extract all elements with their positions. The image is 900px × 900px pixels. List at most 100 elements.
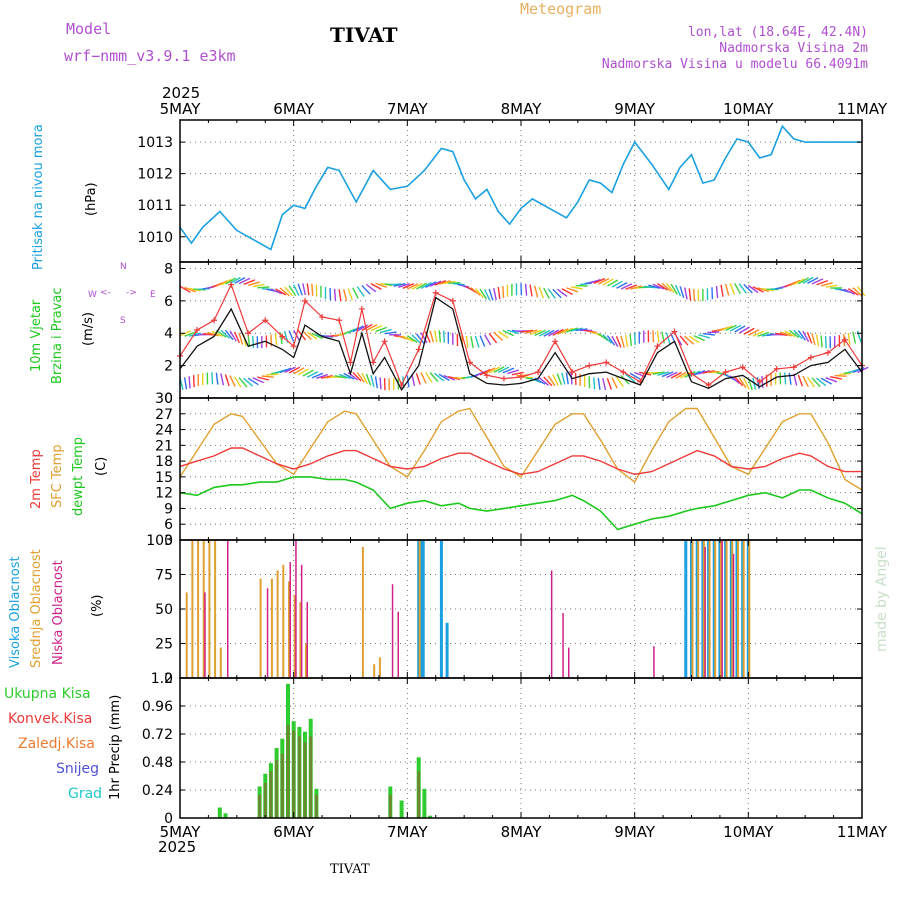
mid-cloud-bar [293,595,296,678]
wind-ytick-label: 8 [164,261,173,277]
wind-direction-arrow [225,277,237,285]
wind-direction-arrow [356,286,365,297]
total-precip-bar [217,807,222,818]
wind-ytick-label: 0 [164,391,173,407]
compass-arrow-right: -> [126,288,137,298]
wind-direction-arrow [347,326,360,334]
wind-direction-arrow [593,377,596,390]
wind-direction-arrow [384,331,397,335]
wind-direction-arrow [793,329,803,340]
wind-direction-arrow [698,334,711,339]
wind-direction-arrow [543,329,555,337]
wind-gust-marker [290,343,297,350]
wind-direction-arrow [552,328,564,336]
low-cloud-bar [306,602,308,678]
wind-direction-arrow [284,286,294,297]
wind-direction-arrow [411,373,416,387]
wind-gust-marker [302,297,309,304]
wind-direction-arrow [316,373,329,379]
wind-direction-arrow [229,330,237,342]
wind-direction-arrow [593,278,606,285]
wind-direction-arrow [493,288,497,301]
wind-direction-arrow [797,374,804,387]
wind-direction-arrow [365,283,377,293]
wind-direction-arrow [238,332,244,345]
high-cloud-bar [421,540,425,678]
low-cloud-bar [227,540,229,678]
low-cloud-bar [204,592,206,678]
temp-ytick-label: 15 [155,470,173,486]
wind-direction-arrow [266,373,279,376]
wind-direction-arrow [597,377,601,390]
wind-direction-arrow [361,372,369,385]
wind-direction-arrow [370,283,382,291]
convective-precip-bar [286,724,290,818]
mid-cloud-bar [276,570,279,678]
wind-direction-arrow [202,332,215,336]
wind-gust-marker [194,327,201,333]
wind-direction-arrow [620,335,625,348]
wind-direction-arrow [370,375,375,387]
wind-direction-arrow [525,329,538,334]
wind-gust-marker [790,364,797,371]
wind-direction-arrow [847,288,859,296]
wind-direction-arrow [184,331,197,337]
wind-gust-marker [319,314,326,321]
wind-direction-arrow [566,287,579,293]
wind-direction-arrow [234,276,246,284]
model-value: wrf−nmm_v3.9.1 e3km [64,47,236,65]
wind-direction-arrow [393,283,406,287]
low-cloud-bar [295,540,297,678]
wind-direction-arrow [648,284,661,289]
wind-direction-arrow [811,278,824,285]
wind-direction-arrow [602,378,607,391]
wind-direction-arrow [633,332,636,345]
wind-direction-arrow [366,324,378,331]
wind-direction-arrow [302,283,307,296]
wind-direction-arrow [184,286,196,293]
wind-direction-arrow [338,373,351,380]
mid-cloud-bar [748,540,751,678]
wind-direction-arrow [802,276,814,284]
wind-direction-arrow [302,330,312,341]
wind-direction-arrow [561,372,566,385]
wind-direction-arrow [856,330,862,343]
wind-direction-arrow [425,281,437,289]
wind-direction-arrow [624,334,629,348]
wind-gust-marker [262,317,269,324]
wind-direction-arrow [629,285,642,290]
wind-direction-arrow [643,285,656,289]
convective-precip-bar [292,730,296,818]
wind-gust-marker [824,349,831,356]
wind-gust-marker [552,338,559,345]
temp-2m-line [179,447,862,476]
wind-direction-arrow [247,335,251,348]
wind-direction-arrow [661,282,672,292]
dewpt-line [179,476,863,531]
wind-direction-arrow [802,330,810,343]
wind-direction-arrow [639,371,652,376]
wind-direction-arrow [434,280,447,286]
wind-direction-arrow [557,328,569,335]
wind-direction-arrow [361,284,371,295]
wind-direction-arrow [620,283,633,290]
wind-direction-arrow [570,286,583,290]
wind-direction-arrow [597,332,609,342]
wind-direction-arrow [497,366,510,373]
wind-direction-arrow [279,287,290,297]
wind-direction-arrow [661,371,674,378]
mid-cloud-bar [197,540,200,678]
wind-direction-arrow [738,283,747,294]
wind-direction-arrow [738,326,750,334]
day-label-bottom: 10MAY [723,823,774,841]
precip-ytick-label: 0.72 [142,727,173,743]
mid-cloud-bar [259,578,262,678]
wind-direction-arrow [415,372,421,385]
wind-direction-arrow [734,376,744,387]
convective-precip-bar [417,771,421,818]
wind-direction-arrow [797,277,810,285]
wind-gust-marker [381,338,388,345]
compass-s: S [120,316,126,326]
wind-gust-marker [586,362,593,369]
mid-cloud-bar [361,546,364,678]
